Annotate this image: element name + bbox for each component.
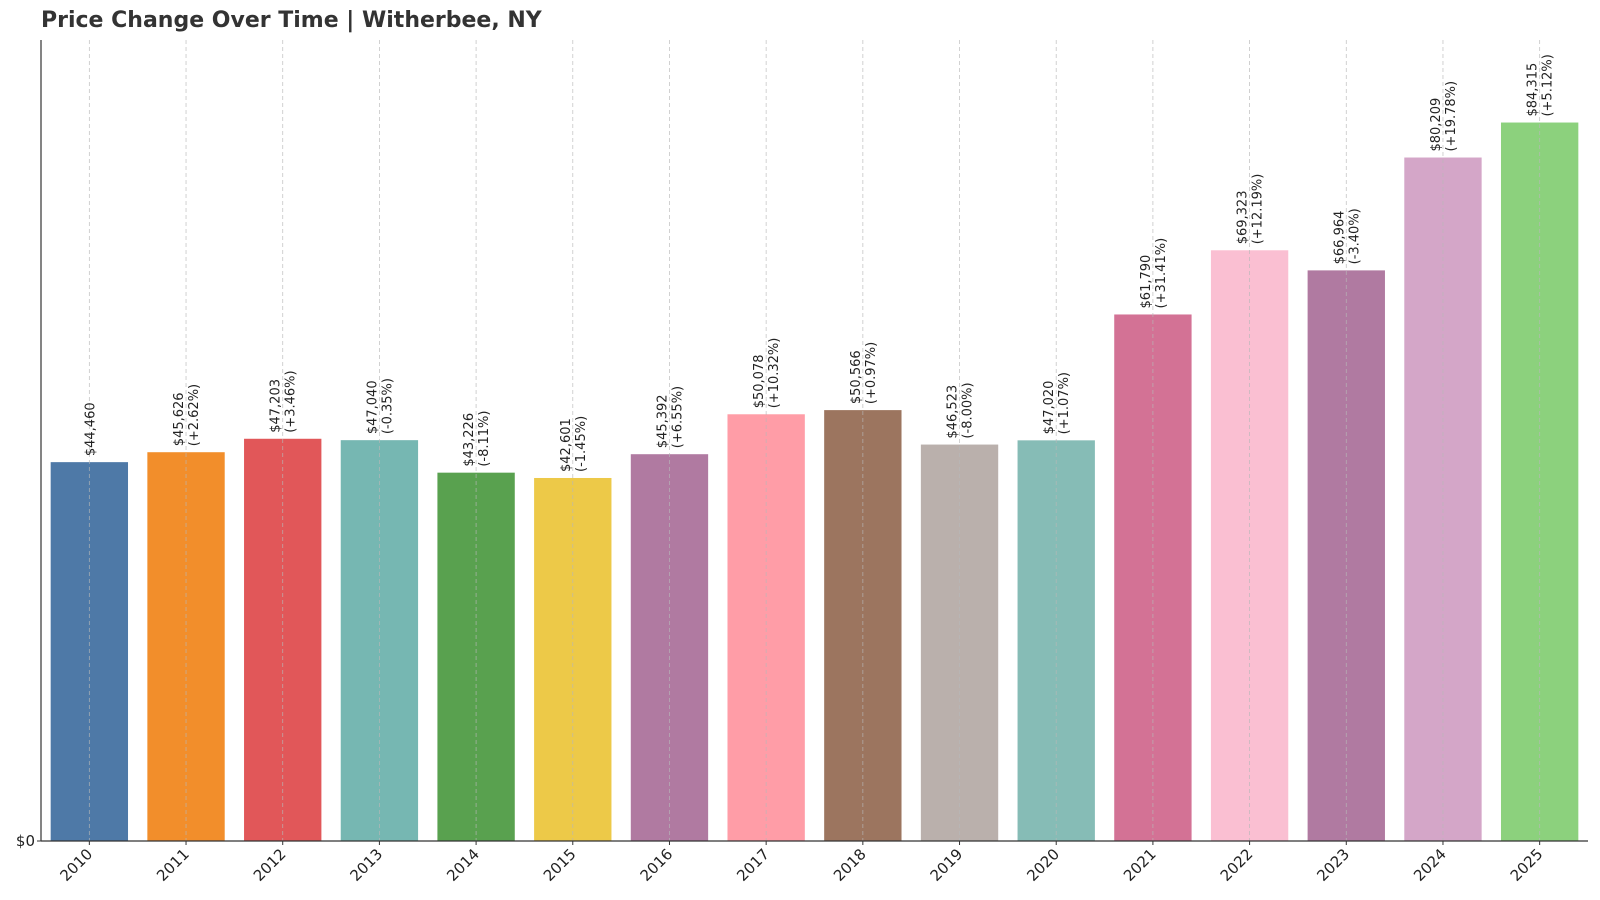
- change-label-2021: (+31.41%): [1154, 238, 1169, 309]
- x-tick-label-2020: 2020: [1023, 845, 1063, 885]
- x-tick-label-2022: 2022: [1217, 845, 1257, 885]
- change-label-2017: (+10.32%): [767, 338, 782, 409]
- x-tick-label-2024: 2024: [1410, 845, 1450, 885]
- x-tick-label-2023: 2023: [1313, 845, 1353, 885]
- change-label-2014: (-8.11%): [477, 411, 492, 467]
- value-label-2024: $80,209: [1429, 98, 1444, 152]
- value-label-2023: $66,964: [1332, 211, 1347, 265]
- x-tick-label-2011: 2011: [153, 845, 193, 885]
- change-label-2012: (+3.46%): [284, 370, 299, 432]
- value-label-2020: $47,020: [1042, 381, 1057, 435]
- x-tick-label-2016: 2016: [637, 845, 677, 885]
- value-label-2019: $46,523: [946, 385, 961, 439]
- change-label-2015: (-1.45%): [574, 416, 589, 472]
- value-label-2010: $44,460: [83, 402, 98, 456]
- x-tick-label-2014: 2014: [443, 845, 483, 885]
- x-tick-label-2019: 2019: [927, 845, 967, 885]
- x-tick-label-2010: 2010: [56, 845, 96, 885]
- bar-2013: [340, 440, 419, 841]
- change-label-2011: (+2.62%): [187, 384, 202, 446]
- change-label-2019: (-8.00%): [961, 382, 976, 438]
- chart-title: Price Change Over Time | Witherbee, NY: [41, 8, 542, 33]
- change-label-2022: (+12.19%): [1251, 174, 1266, 245]
- change-label-2025: (+5.12%): [1541, 54, 1556, 116]
- x-tick-label-2013: 2013: [347, 845, 387, 885]
- change-label-2018: (+0.97%): [864, 342, 879, 404]
- change-label-2024: (+19.78%): [1444, 81, 1459, 152]
- value-label-2013: $47,040: [365, 380, 380, 434]
- value-label-2025: $84,315: [1526, 63, 1541, 117]
- value-label-2015: $42,601: [559, 418, 574, 472]
- x-tick-label-2017: 2017: [733, 845, 773, 885]
- value-label-2016: $45,392: [655, 394, 670, 448]
- y-tick-label-0: $0: [16, 832, 35, 850]
- value-label-2018: $50,566: [849, 350, 864, 404]
- change-label-2020: (+1.07%): [1057, 372, 1072, 434]
- value-label-2011: $45,626: [172, 392, 187, 446]
- change-label-2016: (+6.55%): [670, 386, 685, 448]
- value-label-2021: $61,790: [1139, 255, 1154, 309]
- x-tick-label-2015: 2015: [540, 845, 580, 885]
- change-label-2023: (-3.40%): [1347, 208, 1362, 264]
- value-label-2012: $47,203: [269, 379, 284, 433]
- x-tick-label-2018: 2018: [830, 845, 870, 885]
- x-tick-label-2021: 2021: [1120, 845, 1160, 885]
- bar-2021: [1114, 314, 1192, 841]
- change-label-2013: (-0.35%): [380, 378, 395, 434]
- value-label-2017: $50,078: [752, 355, 767, 409]
- value-label-2014: $43,226: [462, 413, 477, 467]
- x-tick-label-2025: 2025: [1507, 845, 1547, 885]
- bar-2020: [1017, 440, 1095, 841]
- bar-2012: [244, 438, 322, 841]
- x-tick-label-2012: 2012: [250, 845, 290, 885]
- value-label-2022: $69,323: [1236, 191, 1251, 245]
